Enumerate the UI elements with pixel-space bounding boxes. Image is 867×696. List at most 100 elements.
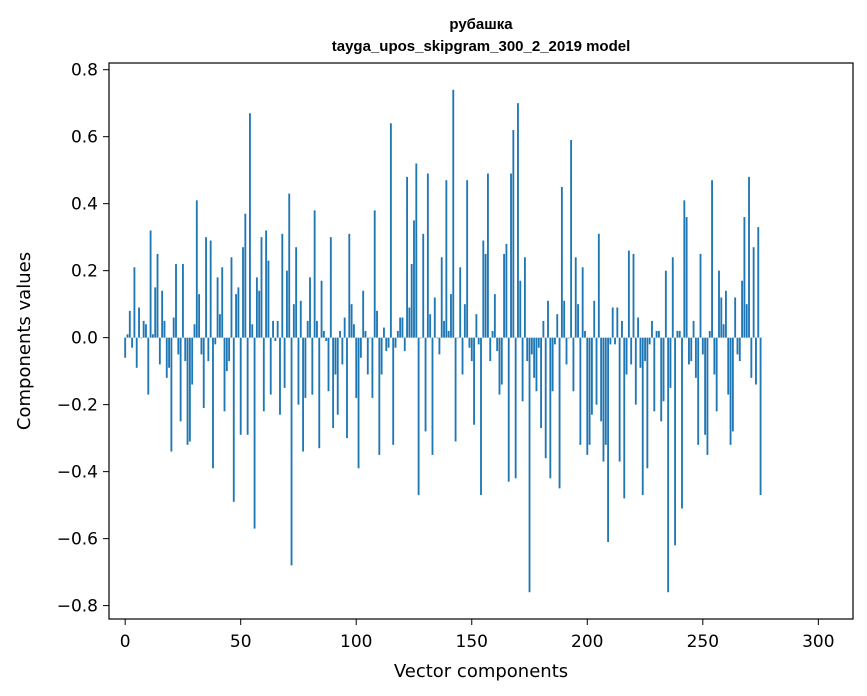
bar-34 xyxy=(202,337,205,408)
bar-54 xyxy=(249,113,251,338)
bar-72 xyxy=(290,337,293,566)
bar-272 xyxy=(752,247,755,338)
bar-161 xyxy=(496,337,499,352)
bar-153 xyxy=(477,337,480,345)
bar-5 xyxy=(135,337,138,368)
bar-2 xyxy=(128,310,131,338)
bar-186 xyxy=(554,337,556,345)
bar-159 xyxy=(491,330,494,338)
bar-192 xyxy=(567,337,570,339)
x-tick-label: 250 xyxy=(687,632,719,652)
bar-185 xyxy=(551,337,554,392)
bar-147 xyxy=(463,304,466,338)
bar-181 xyxy=(542,320,545,338)
bar-121 xyxy=(403,337,406,352)
bar-179 xyxy=(537,337,540,348)
bar-262 xyxy=(729,337,732,445)
bar-231 xyxy=(657,330,660,338)
bar-124 xyxy=(410,263,413,338)
bar-117 xyxy=(394,337,397,348)
bar-249 xyxy=(699,253,702,338)
bar-29 xyxy=(191,337,194,385)
bar-218 xyxy=(627,250,630,338)
bar-252 xyxy=(706,337,709,455)
bar-100 xyxy=(355,337,358,398)
bar-31 xyxy=(195,200,198,338)
bar-224 xyxy=(641,337,644,496)
bar-12 xyxy=(151,334,154,338)
bar-1 xyxy=(126,334,129,338)
bar-46 xyxy=(230,257,233,338)
bar-180 xyxy=(540,337,542,429)
bar-9 xyxy=(145,324,147,338)
bar-6 xyxy=(138,307,140,338)
bar-118 xyxy=(396,330,399,338)
y-tick-label: −0.2 xyxy=(57,396,98,416)
bar-225 xyxy=(644,337,646,362)
bar-175 xyxy=(528,337,531,593)
bar-273 xyxy=(755,337,757,385)
bar-114 xyxy=(387,337,390,348)
bar-125 xyxy=(413,220,415,338)
bar-222 xyxy=(637,317,640,338)
bar-275 xyxy=(759,337,762,496)
chart-subtitle: tayga_upos_skipgram_300_2_2019 model xyxy=(332,38,631,55)
bar-42 xyxy=(221,267,224,338)
bar-95 xyxy=(343,317,346,338)
bar-90 xyxy=(332,337,335,429)
bar-271 xyxy=(750,337,753,378)
bar-269 xyxy=(745,304,748,338)
bar-162 xyxy=(498,337,501,395)
bar-39 xyxy=(214,337,217,345)
bar-68 xyxy=(281,233,284,338)
bar-136 xyxy=(438,337,441,355)
x-tick-label: 100 xyxy=(340,632,372,652)
bar-51 xyxy=(242,247,244,338)
bar-226 xyxy=(646,337,649,469)
bar-250 xyxy=(701,337,704,355)
bar-232 xyxy=(660,337,663,422)
bar-11 xyxy=(149,230,152,338)
bar-243 xyxy=(685,217,688,338)
bar-120 xyxy=(401,317,404,338)
bar-211 xyxy=(611,307,614,338)
bar-60 xyxy=(262,337,265,412)
bar-216 xyxy=(623,337,626,499)
bar-258 xyxy=(720,297,723,338)
bar-140 xyxy=(447,330,450,338)
bar-86 xyxy=(322,330,325,338)
y-axis: −0.8 −0.6 −0.4 −0.2 0.0 0.2 0.4 0.6 0.8 xyxy=(57,61,109,617)
bar-157 xyxy=(487,173,489,338)
bar-172 xyxy=(521,337,524,402)
bar-210 xyxy=(609,337,612,345)
bar-27 xyxy=(186,337,189,445)
bar-98 xyxy=(350,304,353,338)
bar-242 xyxy=(683,200,686,338)
bar-173 xyxy=(523,257,526,338)
plot-frame xyxy=(108,62,854,620)
bar-96 xyxy=(346,337,348,439)
bar-77 xyxy=(302,337,305,452)
bar-69 xyxy=(283,337,286,388)
bar-21 xyxy=(172,317,175,338)
bar-248 xyxy=(697,337,700,445)
bars-group xyxy=(124,89,762,593)
bar-102 xyxy=(359,337,362,358)
bar-246 xyxy=(692,320,695,338)
bar-198 xyxy=(581,267,584,338)
bar-270 xyxy=(748,176,750,338)
bar-122 xyxy=(406,176,408,338)
bar-76 xyxy=(299,300,302,338)
bar-113 xyxy=(385,337,388,352)
bar-97 xyxy=(348,233,351,338)
bar-38 xyxy=(212,337,214,469)
bar-139 xyxy=(445,180,448,338)
bar-70 xyxy=(285,270,288,338)
bar-99 xyxy=(353,324,355,338)
bar-264 xyxy=(734,297,737,338)
bar-239 xyxy=(676,330,679,338)
chart-title: рубашка xyxy=(449,16,513,33)
bar-4 xyxy=(133,267,136,338)
bar-130 xyxy=(424,337,427,432)
bar-261 xyxy=(727,337,730,395)
